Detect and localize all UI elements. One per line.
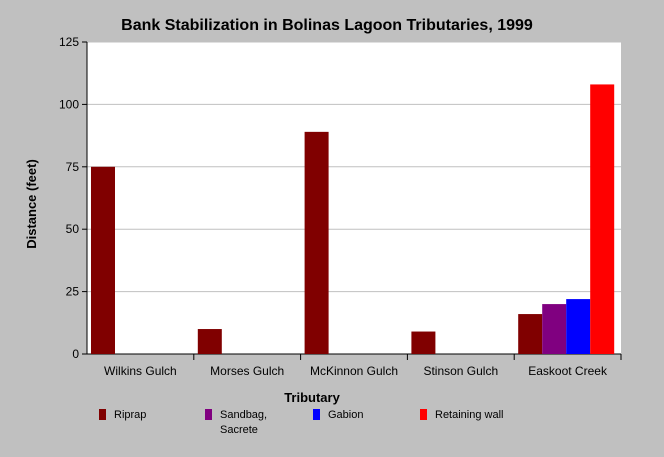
x-axis-title: Tributary [284,390,340,405]
bar [566,299,591,354]
legend-label: Riprap [114,409,146,421]
legend-swatch [313,409,320,420]
bar [197,329,222,354]
y-tick-label: 125 [59,35,79,49]
y-tick-label: 50 [66,222,80,236]
legend-label: Gabion [328,409,363,421]
legend-label: Sacrete [220,424,258,436]
x-tick-label: McKinnon Gulch [310,364,398,378]
x-tick-label: Wilkins Gulch [104,364,177,378]
bar [542,304,567,354]
legend-swatch [205,409,212,420]
legend: Riprap Sandbag, Sacrete Gabion Retaining wal… [99,409,503,436]
y-tick-label: 0 [72,347,79,361]
x-tick-label: Stinson Gulch [423,364,498,378]
legend-label: Retaining wall [435,409,503,421]
x-tick-label: Morses Gulch [210,364,284,378]
y-tick-label: 75 [66,160,80,174]
bar [411,331,436,354]
y-tick-label: 100 [59,97,79,111]
bar [304,131,329,354]
bar [590,84,615,354]
bar [518,314,543,354]
legend-label: Sandbag, [220,409,267,421]
y-axis-title: Distance (feet) [24,159,39,249]
chart-title: Bank Stabilization in Bolinas Lagoon Tri… [121,17,533,34]
y-tick-label: 25 [66,285,80,299]
plot-area: 0 25 50 75 100 125 Wilkins Gulch Morses Gulch Mc… [59,35,622,378]
x-tick-label: Easkoot Creek [528,364,608,378]
bar [91,166,115,354]
legend-swatch [420,409,427,420]
plot-background [87,42,621,354]
legend-swatch [99,409,106,420]
